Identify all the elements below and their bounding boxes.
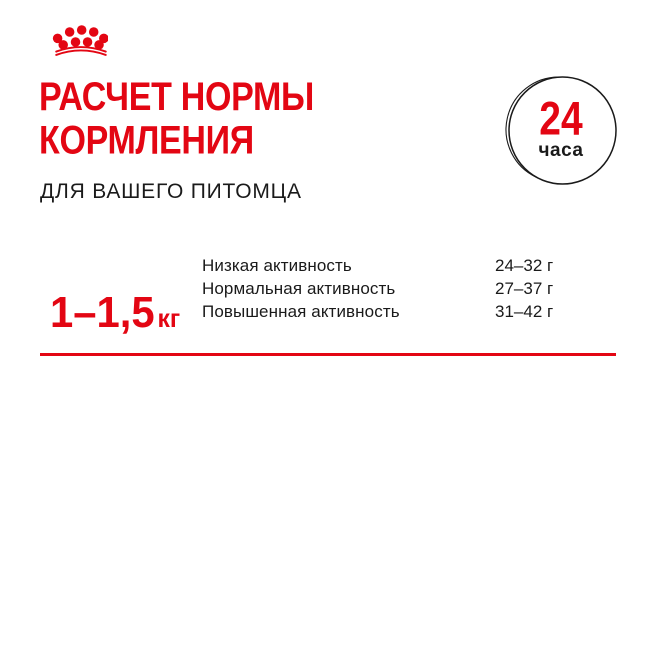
svg-text:24: 24 (539, 92, 582, 144)
svg-text:КОРМЛЕНИЯ: КОРМЛЕНИЯ (39, 117, 254, 158)
svg-text:часа: часа (538, 140, 583, 161)
svg-text:РАСЧЕТ НОРМЫ: РАСЧЕТ НОРМЫ (39, 78, 314, 118)
svg-text:ДЛЯ ВАШЕГО ПИТОМЦА: ДЛЯ ВАШЕГО ПИТОМЦА (40, 181, 302, 203)
